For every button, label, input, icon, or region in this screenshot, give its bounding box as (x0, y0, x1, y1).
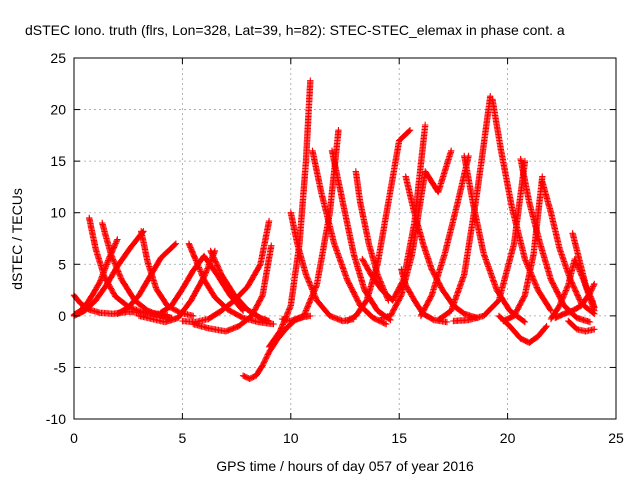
series-markers (352, 168, 392, 304)
chart-title: dSTEC Iono. truth (flrs, Lon=328, Lat=39… (25, 22, 565, 38)
x-axis-title: GPS time / hours of day 057 of year 2016 (216, 458, 474, 474)
series-markers (99, 219, 175, 322)
y-tick-label: -5 (54, 359, 67, 375)
series-markers (179, 217, 273, 326)
series-markers (552, 280, 598, 322)
series-markers (344, 127, 414, 325)
series-25 (402, 173, 481, 322)
series-38 (552, 280, 598, 322)
ticks-layer: 0 5 10 15 20 25 -10 -5 0 5 10 15 20 25 (46, 50, 624, 446)
series-markers (287, 209, 357, 325)
series-37 (565, 317, 598, 335)
y-tick-label: 10 (50, 205, 66, 221)
series-4 (99, 219, 175, 322)
series-markers (309, 147, 390, 328)
x-tick-label: 20 (500, 430, 516, 446)
y-tick-label: 25 (50, 50, 66, 66)
series-markers (190, 242, 275, 335)
series-markers (565, 317, 598, 335)
x-tick-label: 5 (179, 430, 187, 446)
y-tick-label: -10 (46, 411, 66, 427)
x-tick-label: 15 (391, 430, 407, 446)
series-7 (114, 240, 180, 317)
series-34 (495, 312, 550, 346)
series-16 (287, 209, 357, 325)
series-markers (435, 93, 494, 324)
plot-frame (73, 57, 617, 420)
series-19 (328, 147, 394, 324)
series-markers (402, 173, 481, 322)
series-13 (190, 242, 275, 335)
y-tick-label: 15 (50, 153, 66, 169)
series-12 (179, 217, 273, 326)
y-tick-label: 20 (50, 102, 66, 118)
x-tick-label: 10 (283, 430, 299, 446)
y-axis-title: dSTEC / TECUs (9, 188, 25, 290)
marks-layer (70, 77, 598, 382)
series-28 (435, 93, 494, 324)
y-tick-label: 0 (58, 308, 66, 324)
series-18 (309, 147, 390, 328)
series-markers (328, 147, 394, 324)
series-markers (114, 240, 180, 317)
series-markers (495, 312, 550, 346)
series-21 (344, 127, 414, 325)
x-tick-label: 25 (608, 430, 624, 446)
y-tick-label: 5 (58, 256, 66, 272)
x-tick-label: 0 (70, 430, 78, 446)
series-20 (352, 168, 392, 304)
